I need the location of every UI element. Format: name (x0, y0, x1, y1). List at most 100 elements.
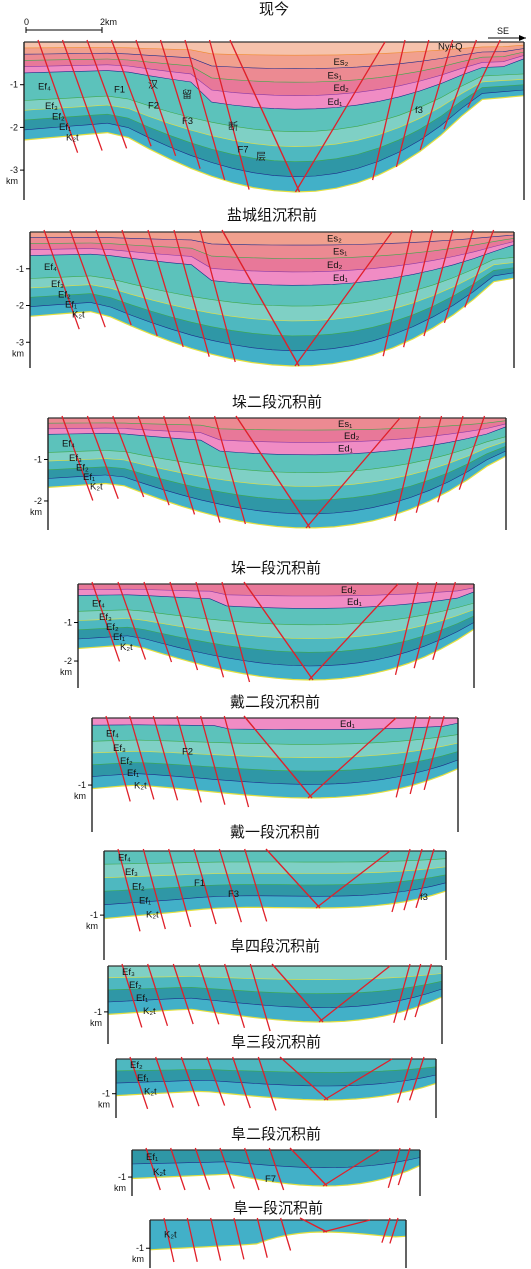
fault-set (121, 963, 432, 1032)
fault-trace (112, 415, 145, 498)
fault-trace (176, 715, 202, 803)
unit-label-Ef₂: Ef₂ (106, 622, 119, 633)
fault-label-F1: F1 (114, 85, 125, 96)
fault-trace (224, 963, 246, 1028)
fault-trace (195, 581, 225, 678)
stratigraphy (91, 718, 459, 799)
fault-trace (184, 39, 226, 181)
fault-trace (389, 1217, 399, 1244)
antithetic-fault (318, 965, 391, 1023)
unit-Ef₂ (104, 867, 446, 892)
unit-Ef₁ (108, 981, 442, 1008)
fault-trace (280, 1217, 292, 1251)
fault-trace (91, 581, 121, 662)
unit-label-K₂t: K₂t (120, 642, 133, 653)
unit-label-K₂t: K₂t (66, 133, 79, 144)
master-fault (271, 963, 324, 1023)
fault-trace (152, 715, 179, 801)
unit-Ef₂ (108, 973, 442, 994)
scale-bar-end-label: 2km (100, 17, 117, 27)
fault-trace (61, 415, 94, 501)
unit-Ed₁ (30, 241, 514, 286)
fault-trace (61, 39, 103, 151)
unit-label-Ef₁: Ef₁ (136, 993, 148, 1004)
unit-Ef₃ (30, 257, 514, 322)
fault-set (105, 715, 445, 808)
unit-label-Ef₄: Ef₄ (118, 853, 131, 864)
unit-Ef₃ (92, 734, 458, 758)
depth-axis: -1km (86, 910, 104, 931)
master-fault (235, 415, 311, 529)
unit-Ny+Q (24, 42, 524, 56)
depth-tick-label: -3 (16, 337, 24, 347)
section-frame (131, 1149, 421, 1196)
antithetic-fault (323, 1058, 393, 1101)
unit-Ef₁ (132, 1150, 420, 1168)
unit-label-Ed₁: Ed₁ (340, 719, 355, 730)
fault-trace (168, 848, 192, 927)
stratigraphy (107, 966, 443, 1023)
section-title: 戴二段沉积前 (230, 693, 320, 711)
unit-label-Ed₁: Ed₁ (328, 97, 343, 108)
antithetic-fault (294, 231, 393, 367)
antithetic-fault (307, 717, 397, 799)
section-panel-pre-fu2: 阜二段沉积前 -1km Ef₁ K₂t F7 (114, 1125, 421, 1196)
antithetic-fault (305, 417, 401, 529)
fault-trace (188, 415, 221, 523)
unit-labels: Ef₄ Ef₃ Ef₂ Ef₁ K₂t (118, 853, 159, 921)
unit-Ef₃ (78, 603, 474, 639)
unit-Ed₂ (30, 238, 514, 273)
section-title: 戴一段沉积前 (230, 823, 320, 841)
fault-trace (37, 39, 79, 153)
fault-trace (180, 1056, 200, 1107)
unit-Ef₁ (30, 268, 514, 352)
fault-trace (413, 581, 438, 669)
section-frame (29, 231, 515, 368)
fault-set (37, 39, 501, 193)
depth-unit-label: km (60, 667, 72, 677)
section-panel-pre-fu1: 阜一段沉积前 -1km K₂t (132, 1199, 407, 1268)
fault-trace (86, 415, 119, 499)
unit-label-Ef₃: Ef₃ (125, 867, 138, 878)
fault-trace (121, 963, 143, 1028)
section-title: 阜三段沉积前 (231, 1033, 321, 1051)
section-panel-pre-yancheng: 盐城组沉积前 -1 -2 -3km Es₂ Es₁ Ed₂ Ed₁ Ef₄ Ef₃Ef₂Ef₁K₂… (12, 206, 515, 368)
horizon-line (149, 1231, 407, 1251)
unit-label-K₂t: K₂t (153, 1167, 166, 1178)
fault-trace (393, 963, 411, 1023)
unit-K₂t (24, 90, 524, 192)
unit-label-Ef₃: Ef₃ (51, 279, 64, 290)
unit-Ed₂ (48, 421, 506, 443)
section-title: 现今 (259, 0, 289, 18)
depth-unit-label: km (132, 1254, 144, 1264)
stratigraphy (103, 851, 447, 920)
depth-tick-label: -1 (10, 80, 18, 90)
fault-trace (244, 1147, 260, 1191)
unit-K₂t (116, 1075, 436, 1100)
depth-axis: -1 -2km (60, 618, 78, 677)
section-title: 垛一段沉积前 (231, 559, 321, 577)
depth-tick-label: -1 (136, 1243, 144, 1253)
fault-trace (194, 1147, 211, 1190)
fault-labels: F7 (265, 1174, 276, 1185)
fault-trace (409, 715, 431, 795)
unit-Ed₁ (92, 718, 458, 730)
fault-zone-char: 留 (182, 88, 192, 101)
section-panel-pre-fu4: 阜四段沉积前 -1km Ef₃ Ef₂ Ef₁ K₂t (90, 937, 443, 1044)
fault-trace (199, 229, 236, 363)
unit-Ed₂ (24, 52, 524, 96)
section-frame (115, 1058, 437, 1118)
fault-trace (142, 848, 166, 930)
unit-label-Ed₁: Ed₁ (338, 444, 353, 455)
fault-trace (169, 581, 199, 671)
fault-trace (110, 39, 152, 147)
horizon-line (91, 768, 459, 799)
unit-label-Ef₂: Ef₂ (76, 462, 89, 473)
section-frame (23, 41, 525, 200)
unit-Ef₁ (78, 616, 474, 667)
fault-trace (232, 1056, 251, 1109)
fault-label-F1: F1 (194, 878, 205, 889)
